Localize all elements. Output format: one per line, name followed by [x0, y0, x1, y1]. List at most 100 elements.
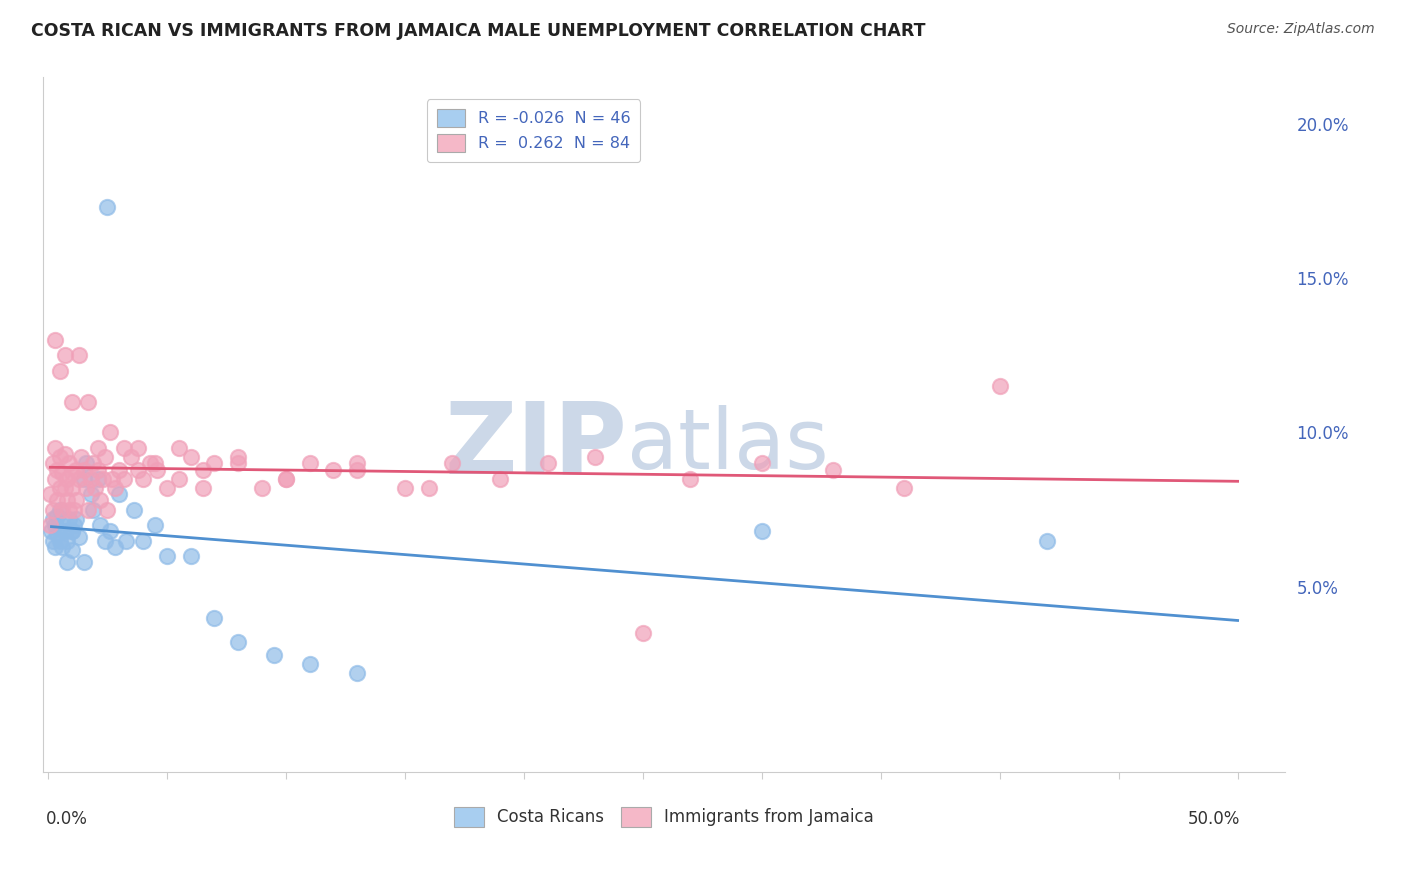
Point [87, 472, 110, 486]
Point [39, 518, 62, 533]
Point [156, 549, 179, 563]
Point [631, 626, 654, 640]
Point [122, 502, 145, 516]
Point [101, 472, 124, 486]
Point [274, 472, 297, 486]
Point [65, 493, 87, 508]
Point [108, 462, 131, 476]
Point [75, 456, 97, 470]
Point [72, 555, 94, 569]
Point [53, 481, 76, 495]
Point [751, 524, 773, 539]
Point [120, 450, 142, 465]
Point [41, 502, 63, 516]
Point [191, 462, 214, 476]
Text: ZIP: ZIP [444, 397, 627, 494]
Point [41, 456, 63, 470]
Point [60, 394, 83, 409]
Point [77, 394, 100, 409]
Point [139, 456, 162, 470]
Point [226, 635, 249, 649]
Point [72, 472, 94, 486]
Point [167, 472, 190, 486]
Point [60, 481, 83, 495]
Point [346, 666, 368, 681]
Point [41, 533, 63, 548]
Point [346, 462, 368, 476]
Point [204, 610, 226, 624]
Point [58, 502, 80, 516]
Point [156, 481, 179, 495]
Point [49, 450, 72, 465]
Point [112, 441, 135, 455]
Point [346, 456, 368, 470]
Point [77, 502, 100, 516]
Point [143, 518, 166, 533]
Point [263, 648, 285, 662]
Point [51, 518, 73, 533]
Point [94, 450, 117, 465]
Point [146, 462, 169, 476]
Point [67, 530, 90, 544]
Text: COSTA RICAN VS IMMIGRANTS FROM JAMAICA MALE UNEMPLOYMENT CORRELATION CHART: COSTA RICAN VS IMMIGRANTS FROM JAMAICA M… [31, 22, 925, 40]
Point [51, 466, 73, 480]
Point [58, 512, 80, 526]
Point [143, 456, 166, 470]
Point [41, 524, 63, 539]
Point [84, 481, 107, 495]
Point [65, 512, 87, 526]
Point [180, 450, 202, 465]
Point [583, 450, 606, 465]
Point [91, 472, 114, 486]
Text: 50.0%: 50.0% [1188, 810, 1240, 829]
Point [418, 481, 440, 495]
Point [226, 450, 249, 465]
Point [988, 379, 1011, 393]
Point [82, 502, 104, 516]
Point [108, 487, 131, 501]
Point [204, 456, 226, 470]
Point [44, 441, 66, 455]
Point [127, 462, 149, 476]
Point [58, 456, 80, 470]
Point [103, 481, 125, 495]
Point [53, 524, 76, 539]
Point [72, 462, 94, 476]
Point [63, 518, 86, 533]
Point [98, 425, 121, 440]
Point [893, 481, 915, 495]
Text: atlas: atlas [627, 405, 828, 486]
Point [75, 481, 97, 495]
Point [132, 533, 155, 548]
Point [823, 462, 845, 476]
Point [49, 364, 72, 378]
Point [250, 481, 273, 495]
Point [56, 555, 79, 569]
Point [51, 502, 73, 516]
Point [56, 472, 79, 486]
Point [51, 540, 73, 554]
Point [298, 657, 321, 671]
Point [46, 493, 69, 508]
Point [82, 456, 104, 470]
Point [80, 487, 103, 501]
Point [274, 472, 297, 486]
Point [70, 450, 93, 465]
Legend: Costa Ricans, Immigrants from Jamaica: Costa Ricans, Immigrants from Jamaica [447, 801, 882, 833]
Point [489, 472, 512, 486]
Point [98, 524, 121, 539]
Point [60, 542, 83, 557]
Point [112, 472, 135, 486]
Point [751, 456, 773, 470]
Point [94, 533, 117, 548]
Point [80, 472, 103, 486]
Point [191, 481, 214, 495]
Point [87, 462, 110, 476]
Point [46, 508, 69, 523]
Point [49, 481, 72, 495]
Point [44, 333, 66, 347]
Point [44, 472, 66, 486]
Point [46, 527, 69, 541]
Point [394, 481, 416, 495]
Point [226, 456, 249, 470]
